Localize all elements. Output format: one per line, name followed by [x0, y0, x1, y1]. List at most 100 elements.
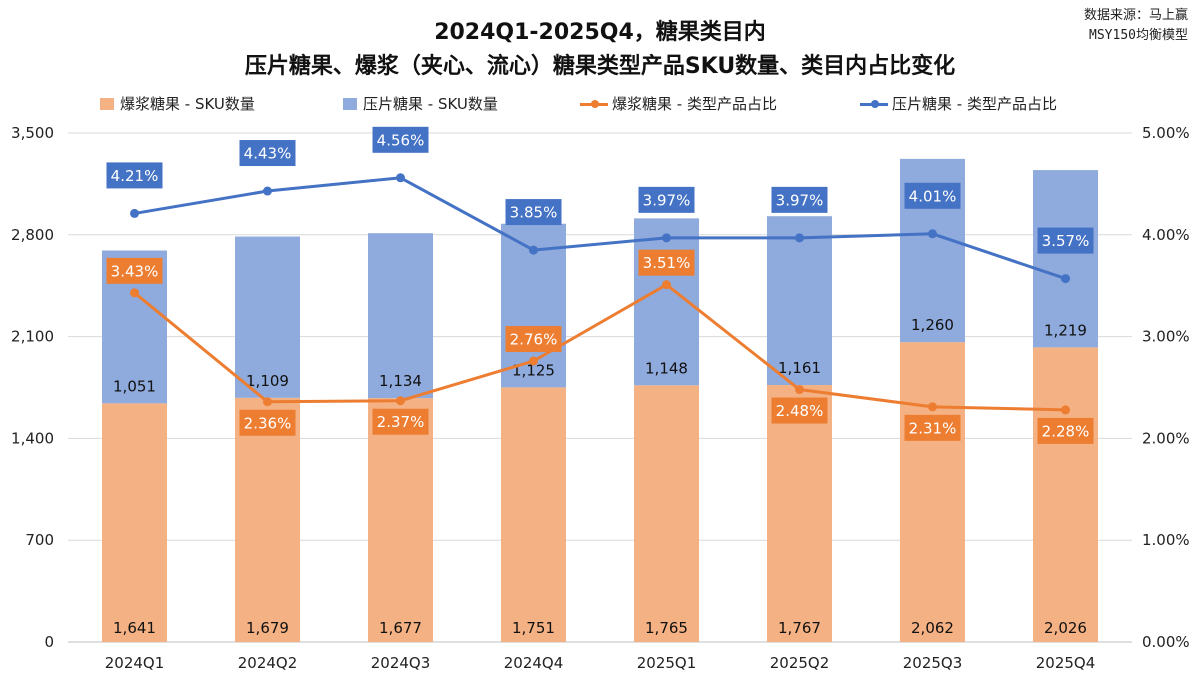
- bar-yapian-sku: [1033, 170, 1098, 348]
- line-baojiang-share: [133, 282, 1066, 412]
- bar-label-yapian-sku: 1,134: [379, 372, 422, 390]
- legend-dot-yapian-share: [871, 100, 879, 108]
- data-label-box-yapian-share: [638, 186, 695, 213]
- bar-label-yapian-sku: 1,219: [1044, 321, 1087, 339]
- bar-label-baojiang-sku: 1,765: [645, 619, 688, 637]
- data-label-box-yapian-share: [372, 126, 429, 153]
- bar-label-yapian-sku: 1,051: [113, 377, 156, 395]
- point-yapian-share: [1061, 274, 1070, 284]
- data-label-baojiang-share: 2.48%: [776, 402, 824, 420]
- bar-yapian-sku: [235, 236, 300, 398]
- point-yapian-share: [928, 229, 937, 239]
- point-yapian-share: [529, 245, 538, 255]
- x-tick-label: 2024Q3: [371, 654, 431, 672]
- y-right-tick-label: 5.00%: [1142, 124, 1190, 142]
- data-label-box-baojiang-share: [505, 326, 562, 353]
- point-yapian-share: [396, 173, 405, 183]
- data-label-box-baojiang-share: [372, 408, 429, 435]
- data-source-line2: MSY150均衡模型: [1089, 28, 1188, 43]
- legend-label-yapian-share: 压片糖果 - 类型产品占比: [892, 95, 1057, 113]
- point-baojiang-share: [396, 396, 405, 406]
- point-baojiang-share: [130, 288, 139, 298]
- y-left-tick-label: 1,400: [11, 429, 54, 447]
- bar-baojiang-sku: [368, 398, 433, 642]
- y-right-tick-label: 1.00%: [1142, 531, 1190, 549]
- legend-label-yapian-sku: 压片糖果 - SKU数量: [363, 95, 498, 113]
- data-label-yapian-share: 4.21%: [111, 167, 159, 185]
- legend-label-baojiang-share: 爆浆糖果 - 类型产品占比: [612, 95, 777, 113]
- data-label-baojiang-share: 2.31%: [909, 419, 957, 437]
- point-baojiang-share: [662, 280, 671, 290]
- x-tick-label: 2025Q4: [1036, 654, 1096, 672]
- legend: 爆浆糖果 - SKU数量 压片糖果 - SKU数量 爆浆糖果 - 类型产品占比 …: [0, 93, 1200, 115]
- data-label-box-baojiang-share: [1037, 417, 1094, 444]
- data-label-baojiang-share: 3.43%: [111, 262, 159, 280]
- data-label-yapian-share: 3.57%: [1042, 232, 1090, 250]
- data-label-box-baojiang-share: [904, 414, 961, 441]
- bar-label-yapian-sku: 1,161: [778, 359, 821, 377]
- bar-yapian-sku: [368, 233, 433, 399]
- bar-baojiang-sku: [1033, 347, 1098, 642]
- y-right-tick-label: 2.00%: [1142, 429, 1190, 447]
- data-label-box-yapian-share: [771, 186, 828, 213]
- y-right-tick-label: 3.00%: [1142, 328, 1190, 346]
- bar-yapian-sku: [767, 216, 832, 386]
- point-yapian-share: [795, 233, 804, 243]
- x-tick-label: 2025Q1: [637, 654, 697, 672]
- data-label-box-baojiang-share: [771, 397, 828, 424]
- x-tick-label: 2024Q1: [105, 654, 165, 672]
- x-tick-label: 2025Q3: [903, 654, 963, 672]
- legend-swatch-yapian-sku: [343, 98, 357, 110]
- data-label-box-yapian-share: [1037, 227, 1094, 254]
- x-tick-label: 2024Q4: [504, 654, 564, 672]
- bar-baojiang-sku: [501, 387, 566, 642]
- bar-label-baojiang-sku: 1,751: [512, 619, 555, 637]
- y-left-tick-label: 700: [25, 531, 54, 549]
- y-left-tick-label: 2,100: [11, 328, 54, 346]
- bar-label-baojiang-sku: 1,767: [778, 619, 821, 637]
- bar-label-yapian-sku: 1,148: [645, 359, 688, 377]
- y-left-tick-label: 3,500: [11, 124, 54, 142]
- data-source: 数据来源：马上赢 MSY150均衡模型: [1084, 6, 1188, 46]
- point-baojiang-share: [263, 397, 272, 407]
- data-label-baojiang-share: 2.36%: [244, 414, 292, 432]
- bar-baojiang-sku: [634, 385, 699, 642]
- point-baojiang-share: [529, 356, 538, 366]
- line-yapian-share: [134, 176, 1066, 280]
- data-label-box-yapian-share: [505, 199, 562, 226]
- bar-baojiang-sku: [235, 397, 300, 642]
- data-label-yapian-share: 4.43%: [244, 145, 292, 163]
- data-label-baojiang-share: 2.28%: [1042, 422, 1090, 440]
- y-right-tick-label: 4.00%: [1142, 226, 1190, 244]
- bar-label-baojiang-sku: 2,062: [911, 619, 954, 637]
- bar-label-baojiang-sku: 1,641: [113, 619, 156, 637]
- data-label-box-baojiang-share: [239, 409, 296, 436]
- y-right-tick-label: 0.00%: [1142, 633, 1190, 651]
- point-yapian-share: [263, 186, 272, 196]
- point-baojiang-share: [1061, 405, 1070, 415]
- bar-label-yapian-sku: 1,260: [911, 316, 954, 334]
- y-left-tick-label: 2,800: [11, 226, 54, 244]
- legend-label-baojiang-sku: 爆浆糖果 - SKU数量: [120, 95, 255, 113]
- data-label-baojiang-share: 2.37%: [377, 413, 425, 431]
- data-label-box-yapian-share: [904, 182, 961, 209]
- bar-baojiang-sku: [102, 403, 167, 642]
- point-yapian-share: [130, 208, 139, 218]
- point-yapian-share: [662, 233, 671, 243]
- legend-swatch-baojiang-sku: [100, 98, 114, 110]
- x-tick-label: 2025Q2: [770, 654, 830, 672]
- point-baojiang-share: [795, 385, 804, 395]
- data-label-yapian-share: 3.85%: [510, 204, 558, 222]
- point-baojiang-share: [928, 402, 937, 412]
- bar-label-yapian-sku: 1,125: [512, 361, 555, 379]
- data-label-yapian-share: 4.56%: [377, 131, 425, 149]
- legend-dot-baojiang-share: [591, 100, 599, 108]
- data-source-line1: 数据来源：马上赢: [1083, 8, 1188, 23]
- data-label-baojiang-share: 3.51%: [643, 254, 691, 272]
- x-tick-label: 2024Q2: [238, 654, 298, 672]
- y-left-tick-label: 0: [44, 633, 54, 651]
- data-label-box-baojiang-share: [638, 249, 695, 276]
- bar-baojiang-sku: [767, 385, 832, 642]
- chart-title-line2: 压片糖果、爆浆（夹心、流心）糖果类型产品SKU数量、类目内占比变化: [244, 54, 956, 79]
